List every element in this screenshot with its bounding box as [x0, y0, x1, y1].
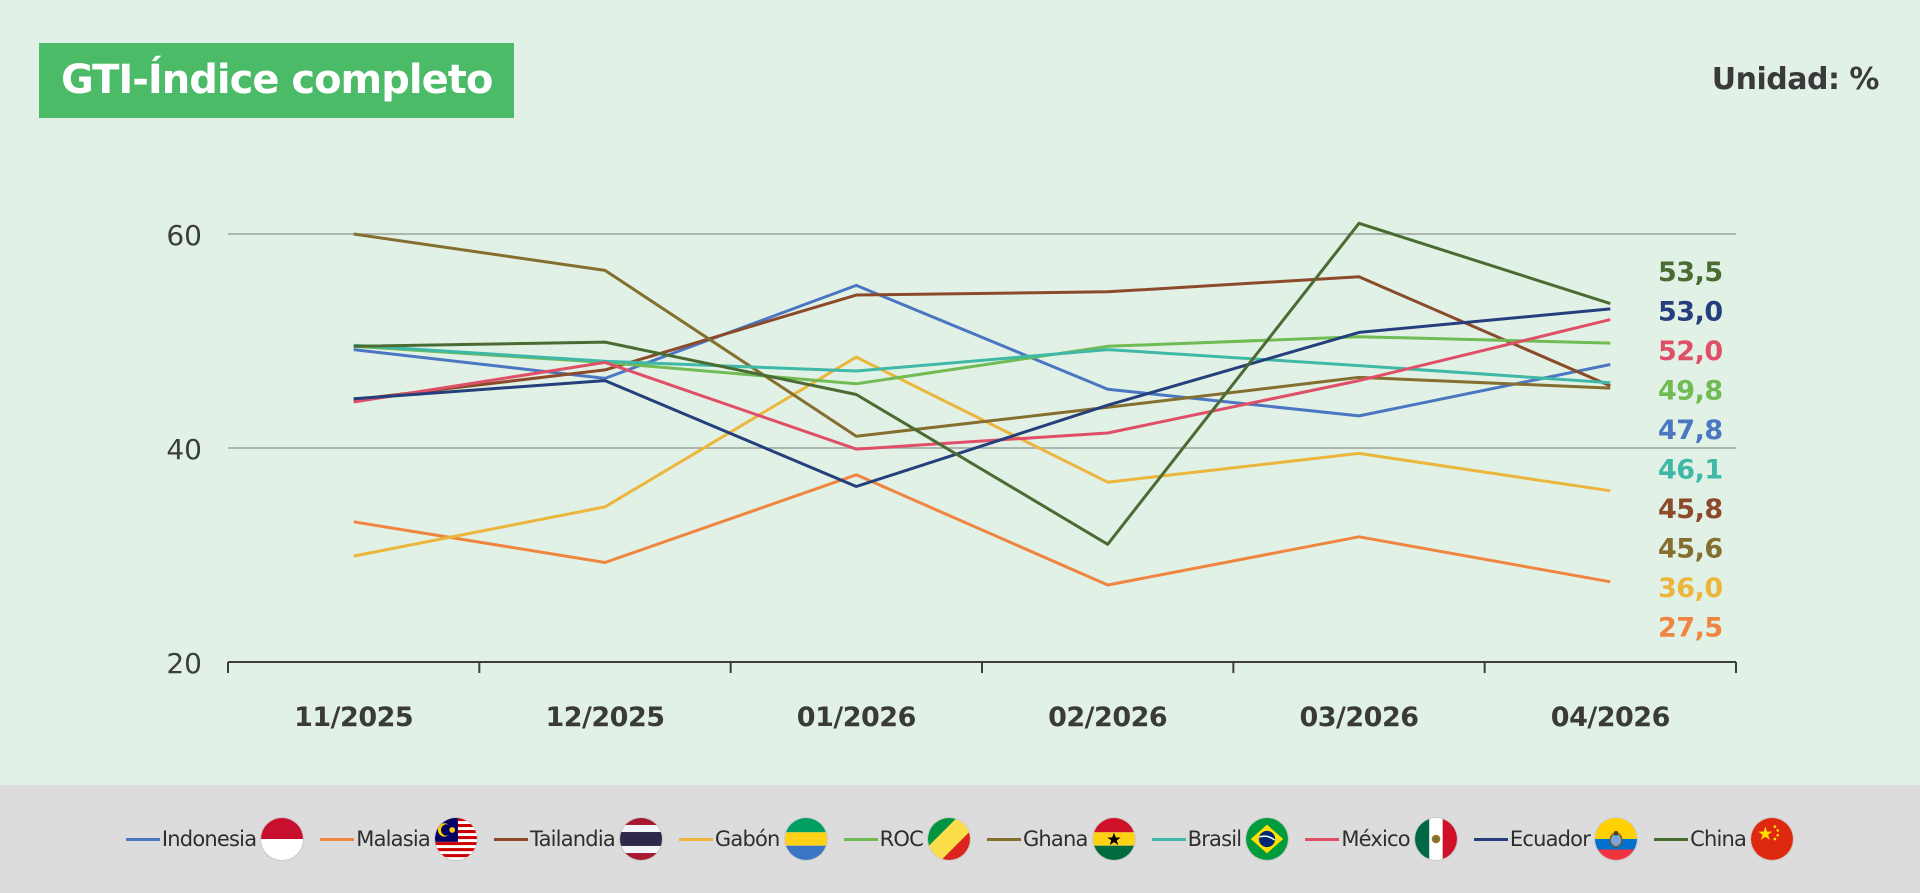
legend-item: Ecuador	[1473, 817, 1639, 861]
end-value-label: 45,8	[1658, 494, 1723, 525]
legend-item: China	[1654, 817, 1795, 861]
legend-swatch	[678, 837, 713, 841]
end-value-label: 52,0	[1658, 336, 1723, 367]
legend-item: ROC	[843, 817, 971, 861]
legend-label: México	[1341, 827, 1410, 851]
series-line-méxico	[353, 318, 1611, 451]
end-value-label: 36,0	[1658, 573, 1723, 604]
end-value-label: 27,5	[1658, 613, 1723, 644]
legend-label: Brasil	[1187, 827, 1243, 851]
series-line-malasia	[353, 473, 1611, 587]
x-tick-label: 04/2026	[1551, 702, 1670, 733]
end-value-label: 53,5	[1658, 257, 1723, 288]
series-line-tailandia	[353, 275, 1611, 402]
legend-swatch	[320, 837, 355, 841]
legend-swatch	[1654, 837, 1689, 841]
legend-swatch	[494, 837, 529, 841]
series-line-ecuador	[353, 307, 1611, 488]
x-tick-label: 03/2026	[1299, 702, 1418, 733]
legend-label: Ecuador	[1509, 827, 1591, 851]
china-flag-icon	[1750, 817, 1795, 861]
x-tick-label: 01/2026	[797, 702, 916, 733]
ecuador-flag-icon	[1594, 817, 1639, 861]
congo-flag-icon	[926, 817, 971, 861]
legend-swatch	[125, 837, 160, 841]
indonesia-flag-icon	[260, 817, 305, 861]
y-tick-label: 40	[166, 433, 202, 466]
legend-item: Tailandia	[494, 817, 663, 861]
series-line-china	[353, 221, 1611, 546]
malaysia-flag-icon	[434, 817, 479, 861]
legend-swatch	[843, 837, 878, 841]
mexico-flag-icon	[1413, 817, 1458, 861]
legend-item: México	[1305, 817, 1458, 861]
y-tick-label: 60	[166, 219, 202, 252]
chart-title: GTI-Índice completo	[39, 43, 515, 118]
legend-label: China	[1690, 827, 1747, 851]
gabon-flag-icon	[783, 817, 828, 861]
legend-item: Brasil	[1151, 817, 1290, 861]
legend-item: Ghana	[986, 817, 1136, 861]
legend-label: Gabón	[714, 827, 780, 851]
end-value-label: 46,1	[1658, 455, 1723, 486]
chart-legend: Indonesia Malasia Tailandia Gabón ROC Ghana Br…	[0, 785, 1920, 893]
x-tick-label: 02/2026	[1048, 702, 1167, 733]
y-tick-label: 20	[166, 647, 202, 680]
legend-label: Tailandia	[530, 827, 616, 851]
legend-label: ROC	[879, 827, 924, 851]
line-chart: 20 40 60 11/2025 12/2025 01/2026 02/2026 03/202…	[166, 219, 1737, 733]
x-tick-label: 11/2025	[294, 702, 413, 733]
legend-item: Indonesia	[125, 817, 305, 861]
ghana-flag-icon	[1091, 817, 1136, 861]
end-value-label: 53,0	[1658, 297, 1723, 328]
end-value-label: 45,6	[1658, 534, 1723, 565]
series-line-ghana	[353, 232, 1611, 438]
legend-swatch	[1473, 837, 1508, 841]
series-line-gabón	[353, 355, 1611, 558]
legend-label: Malasia	[356, 827, 431, 851]
series-line-brasil	[353, 343, 1611, 385]
brazil-flag-icon	[1245, 817, 1290, 861]
legend-swatch	[986, 837, 1021, 841]
legend-label: Indonesia	[161, 827, 257, 851]
x-tick-label: 12/2025	[545, 702, 664, 733]
legend-swatch	[1151, 837, 1186, 841]
legend-item: Gabón	[678, 817, 828, 861]
end-value-label: 49,8	[1658, 376, 1723, 407]
legend-swatch	[1305, 837, 1340, 841]
legend-label: Ghana	[1022, 827, 1088, 851]
end-value-label: 47,8	[1658, 415, 1723, 446]
chart-area: GTI-Índice completo Unidad: % 20 40 60 11/2…	[39, 43, 1880, 733]
thailand-flag-icon	[618, 817, 663, 861]
legend-item: Malasia	[320, 817, 479, 861]
unit-label: Unidad: %	[1711, 62, 1880, 97]
